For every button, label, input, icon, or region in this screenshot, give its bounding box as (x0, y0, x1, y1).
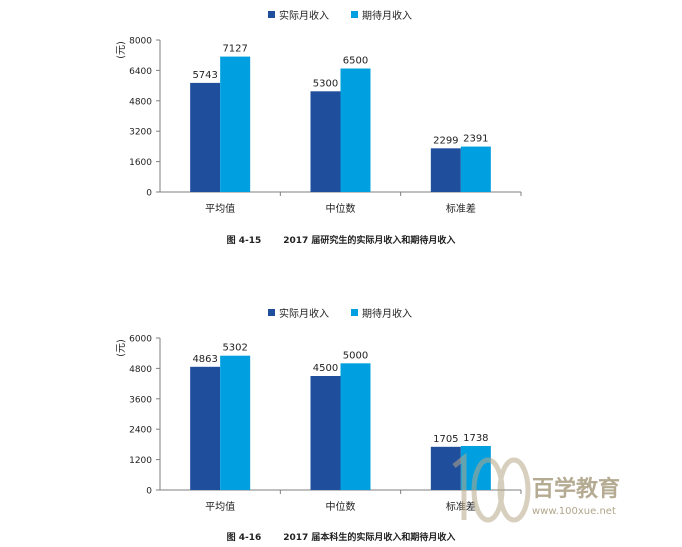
bar (220, 355, 251, 490)
watermark-logo-icon: 百学教育 www.100xue.net (452, 452, 620, 523)
data-label: 5000 (343, 350, 368, 361)
y-tick-label: 6000 (129, 335, 152, 345)
y-tick-label: 4800 (129, 97, 152, 107)
data-label: 4863 (192, 354, 217, 365)
y-tick-label: 1200 (129, 456, 152, 466)
data-label: 5302 (222, 343, 247, 354)
y-tick-label: 0 (146, 189, 152, 199)
data-label: 4500 (313, 363, 338, 374)
data-label: 2299 (433, 135, 458, 146)
chart-graduate-plot: 实际月收入 期待月收入 (元) 0 1600 3200 4800 6400 8000 5743 71… (116, 9, 522, 215)
bar (220, 56, 251, 192)
x-tick-label: 平均值 (205, 500, 235, 513)
data-label: 5300 (313, 78, 338, 89)
chart-undergraduate-income: 实际月收入 期待月收入 (元) 0 1200 2400 3600 4800 6000 4863 53… (0, 298, 682, 547)
bar (430, 148, 461, 192)
y-tick-label: 1600 (129, 158, 152, 168)
data-label: 7127 (222, 44, 247, 55)
legend-label: 期待月收入 (362, 9, 412, 22)
legend-label: 实际月收入 (279, 9, 329, 22)
watermark-brand-text: 百学教育 (532, 476, 620, 502)
bar (340, 363, 371, 490)
y-tick-label: 0 (146, 487, 152, 497)
x-tick-label: 标准差 (446, 202, 476, 215)
x-tick-label: 标准差 (446, 500, 476, 513)
x-tick-label: 中位数 (326, 500, 356, 513)
bar (310, 376, 341, 490)
caption-title: 2017 届本科生的实际月收入和期待月收入 (283, 533, 456, 543)
brand-watermark: 百学教育 www.100xue.net (440, 448, 640, 528)
legend-swatch (268, 11, 275, 18)
data-label: 1705 (433, 434, 458, 445)
x-tick-label: 平均值 (205, 202, 235, 215)
y-tick-label: 4800 (129, 365, 152, 375)
legend-label: 实际月收入 (279, 307, 329, 320)
y-tick-label: 2400 (129, 426, 152, 436)
caption-title: 2017 届研究生的实际月收入和期待月收入 (283, 236, 456, 246)
bar (460, 146, 491, 192)
data-label: 6500 (343, 56, 368, 67)
y-axis-label: (元) (116, 41, 127, 59)
legend-swatch (351, 11, 358, 18)
legend-swatch (268, 309, 275, 316)
data-label: 2391 (463, 134, 488, 145)
bar (190, 366, 221, 490)
bar (190, 82, 221, 192)
y-tick-label: 3200 (129, 128, 152, 138)
y-axis-label: (元) (116, 339, 127, 357)
watermark-url-text: www.100xue.net (532, 506, 616, 517)
chart-graduate-income: 实际月收入 期待月收入 (元) 0 1600 3200 4800 6400 8000 5743 71… (0, 0, 682, 260)
chart-graduate-caption: 图 4-15 2017 届研究生的实际月收入和期待月收入 (0, 233, 682, 246)
data-label: 1738 (463, 433, 488, 444)
bar (310, 91, 341, 192)
bar (340, 68, 371, 192)
chart-undergraduate-plot: 实际月收入 期待月收入 (元) 0 1200 2400 3600 4800 6000 4863 53… (116, 307, 522, 513)
bar (430, 446, 461, 490)
y-tick-label: 3600 (129, 395, 152, 405)
x-tick-label: 中位数 (326, 202, 356, 215)
caption-figure-number: 图 4-15 (226, 236, 262, 246)
data-label: 5743 (192, 70, 217, 81)
caption-figure-number: 图 4-16 (226, 533, 262, 543)
chart-undergraduate-caption: 图 4-16 2017 届本科生的实际月收入和期待月收入 (0, 530, 682, 543)
y-tick-label: 8000 (129, 37, 152, 47)
legend-label: 期待月收入 (362, 307, 412, 320)
legend-swatch (351, 309, 358, 316)
y-tick-label: 6400 (129, 67, 152, 77)
